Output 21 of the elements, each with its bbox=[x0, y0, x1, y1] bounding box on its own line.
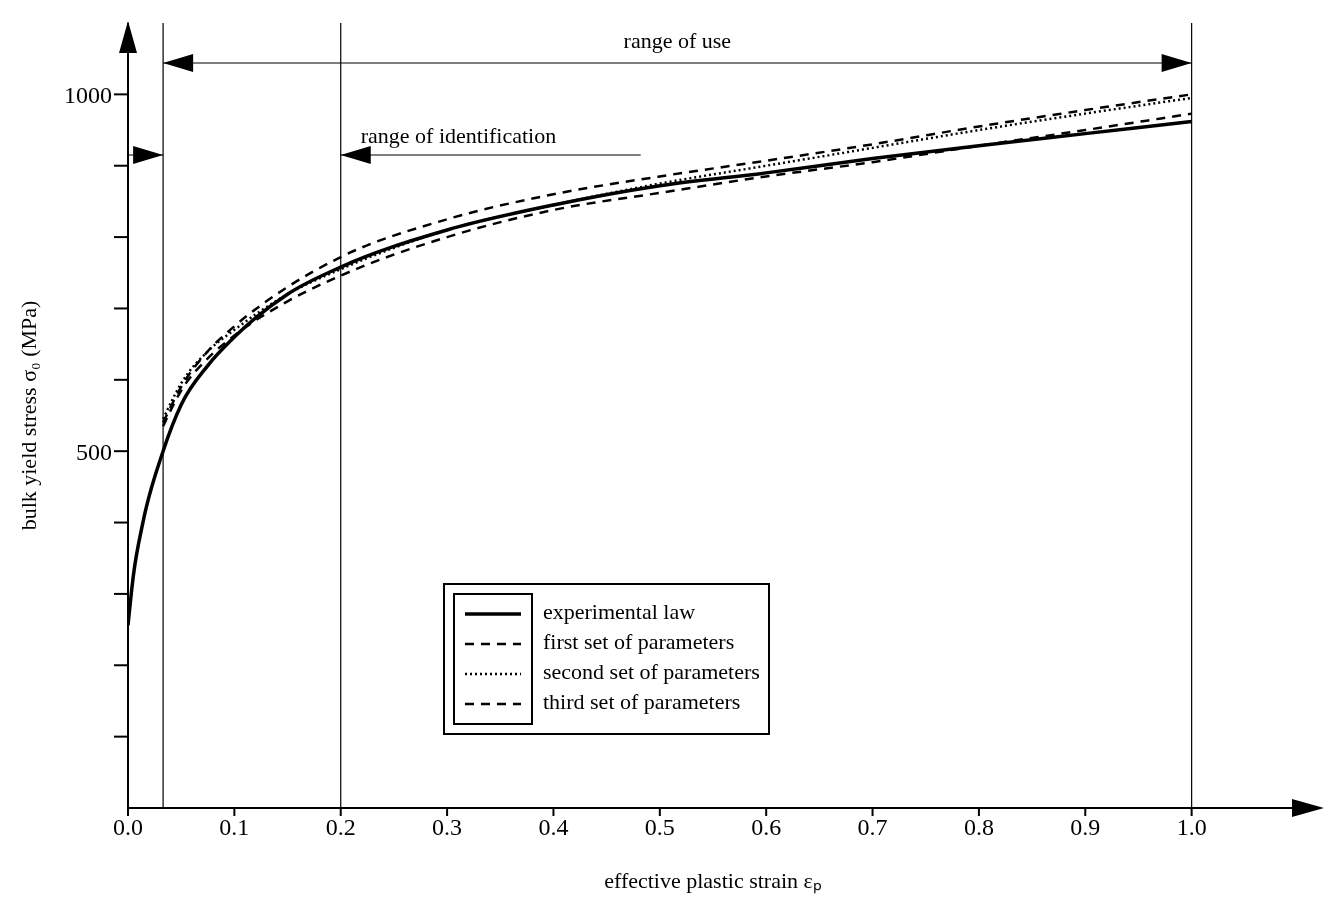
legend-label: first set of parameters bbox=[543, 628, 736, 656]
x-tick-label: 0.3 bbox=[432, 814, 463, 841]
x-tick-label: 0.0 bbox=[113, 814, 143, 841]
x-tick-label: 0.2 bbox=[325, 814, 356, 841]
y-tick-label: 500 bbox=[76, 438, 112, 465]
x-tick-label: 0.9 bbox=[1070, 814, 1101, 841]
legend-label: third set of parameters bbox=[543, 688, 742, 716]
x-axis-title: effective plastic strain εₚ bbox=[604, 868, 822, 894]
x-tick-label: 0.8 bbox=[963, 814, 994, 841]
x-tick-label: 0.1 bbox=[219, 814, 250, 841]
y-tick-label: 1000 bbox=[64, 81, 112, 108]
x-tick-label: 0.4 bbox=[538, 814, 569, 841]
annotation: range of use bbox=[623, 28, 732, 53]
legend-label: experimental law bbox=[543, 598, 697, 626]
x-tick-label: 0.6 bbox=[751, 814, 782, 841]
x-tick-label: 1.0 bbox=[1176, 814, 1207, 841]
y-axis-title: bulk yield stress σ₀ (MPa) bbox=[15, 300, 41, 531]
annotation: range of identification bbox=[360, 123, 557, 148]
x-tick-label: 0.5 bbox=[644, 814, 675, 841]
legend-label: second set of parameters bbox=[543, 658, 760, 686]
x-tick-label: 0.7 bbox=[857, 814, 888, 841]
